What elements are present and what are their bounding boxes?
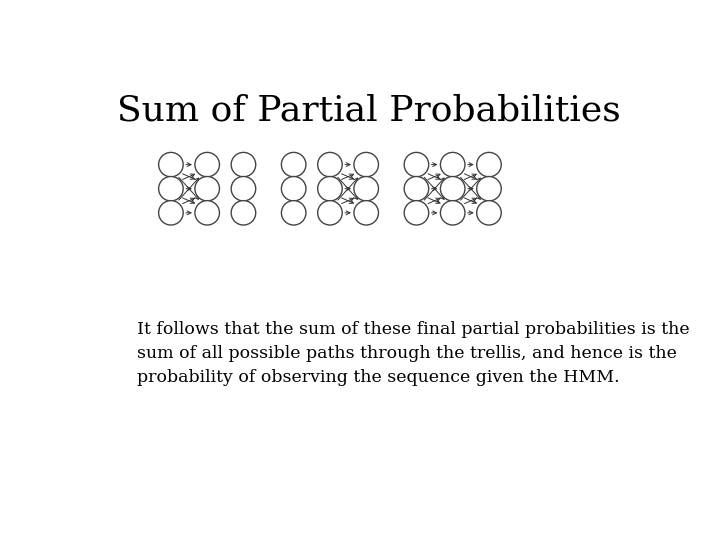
Ellipse shape [158, 177, 183, 201]
Ellipse shape [231, 201, 256, 225]
Ellipse shape [354, 201, 379, 225]
Text: It follows that the sum of these final partial probabilities is the
sum of all p: It follows that the sum of these final p… [138, 321, 690, 386]
Ellipse shape [318, 152, 342, 177]
Ellipse shape [195, 177, 220, 201]
Ellipse shape [404, 152, 428, 177]
Ellipse shape [158, 152, 183, 177]
Ellipse shape [282, 152, 306, 177]
Ellipse shape [195, 152, 220, 177]
Ellipse shape [441, 152, 465, 177]
Ellipse shape [354, 177, 379, 201]
Ellipse shape [282, 201, 306, 225]
Ellipse shape [318, 177, 342, 201]
Ellipse shape [477, 201, 501, 225]
Ellipse shape [231, 177, 256, 201]
Ellipse shape [404, 177, 428, 201]
Ellipse shape [404, 201, 428, 225]
Ellipse shape [231, 152, 256, 177]
Ellipse shape [441, 177, 465, 201]
Ellipse shape [282, 177, 306, 201]
Ellipse shape [195, 201, 220, 225]
Ellipse shape [318, 201, 342, 225]
Text: Sum of Partial Probabilities: Sum of Partial Probabilities [117, 94, 621, 128]
Ellipse shape [477, 177, 501, 201]
Ellipse shape [477, 152, 501, 177]
Ellipse shape [354, 152, 379, 177]
Ellipse shape [441, 201, 465, 225]
Ellipse shape [158, 201, 183, 225]
